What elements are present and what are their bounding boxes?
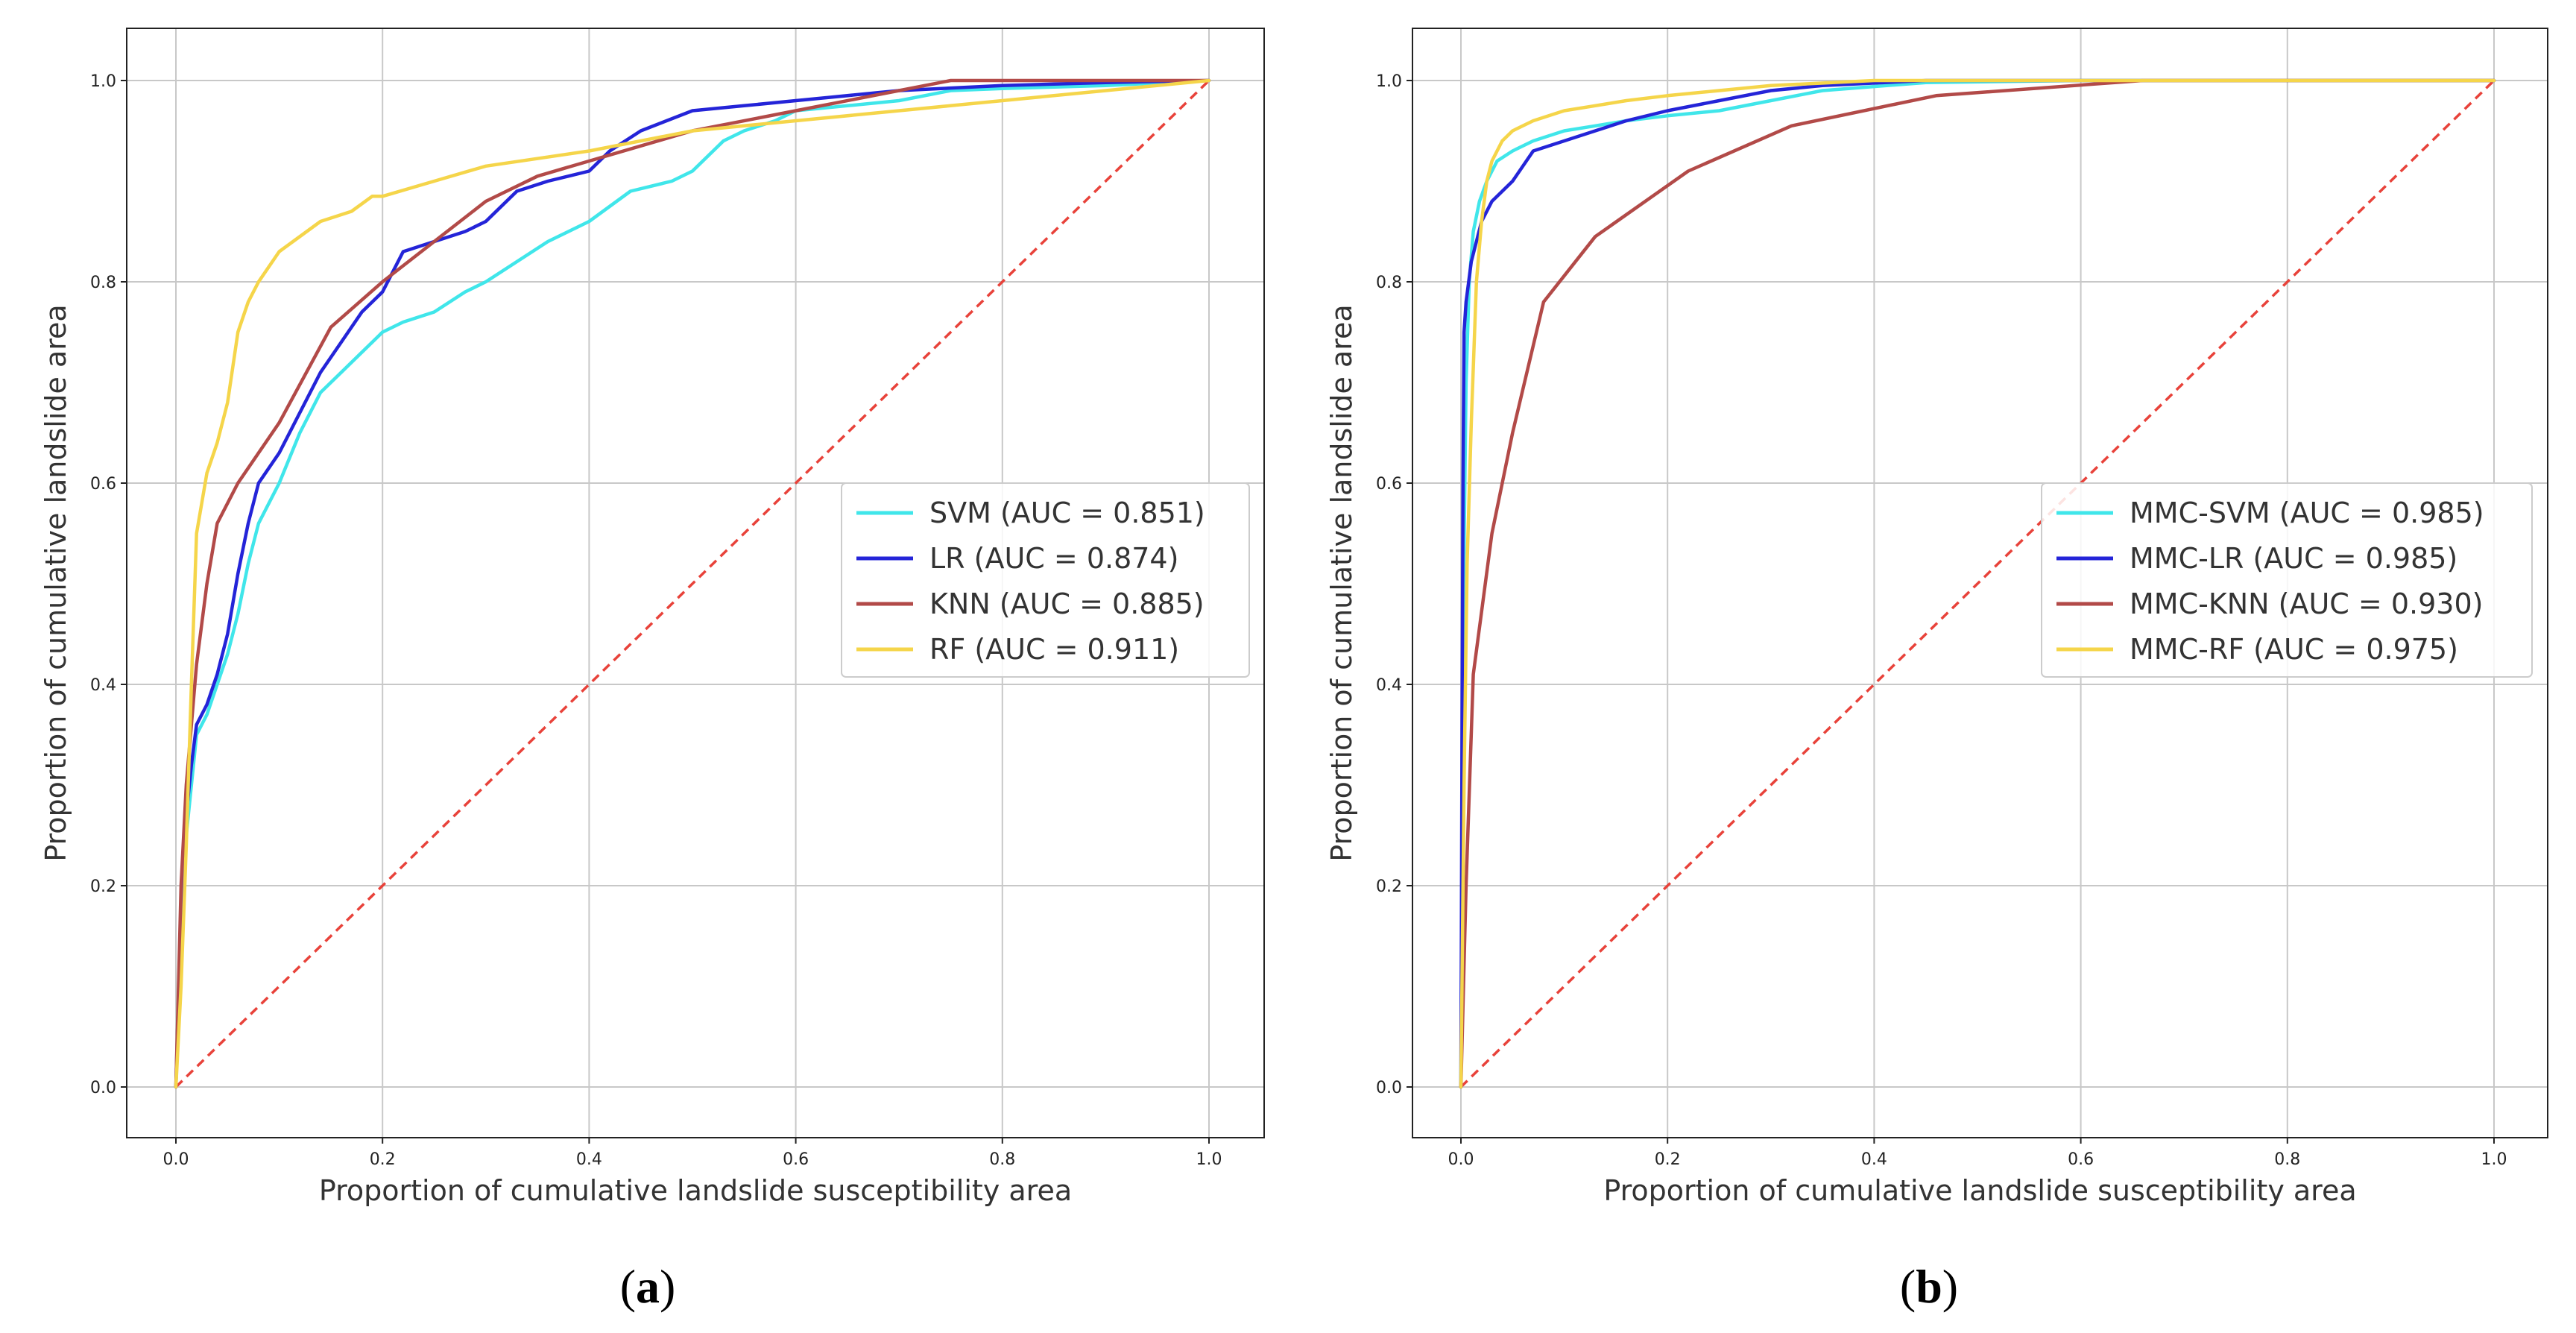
legend-box (841, 482, 1250, 678)
series-line-4 (1459, 78, 2496, 1089)
legend: SVM (AUC = 0.851) LR (AUC = 0.874) KNN (AU… (841, 482, 1250, 678)
diagonal-reference-line (174, 79, 1210, 1088)
series-line-2 (1459, 78, 2496, 1089)
y-axis-label: Proportion of cumulative landslide area (40, 304, 72, 861)
x-tick-label: 0.8 (2274, 1150, 2300, 1169)
x-axis-label: Proportion of cumulative landslide susce… (1603, 1174, 2356, 1207)
y-tick-label: 0.4 (1376, 676, 1402, 695)
x-tick-label: 0.6 (783, 1150, 809, 1169)
caption-a: (a) (620, 1260, 676, 1313)
x-tick-label: 0.4 (576, 1150, 602, 1169)
chart-panel-a: 0.0 0.2 0.4 0.6 0.8 1.0 0.0 0.2 0.4 0.6 0.8 1.0 Prop… (40, 28, 1265, 1207)
series-line-3 (1459, 78, 2496, 1089)
x-tick-label: 0.2 (1655, 1150, 1681, 1169)
x-tick-label: 1.0 (1196, 1150, 1222, 1169)
legend-label: LR (AUC = 0.874) (929, 542, 1178, 575)
x-tick-label: 0.8 (989, 1150, 1015, 1169)
x-tick-label: 0.4 (1861, 1150, 1887, 1169)
y-tick-label: 0.2 (90, 877, 116, 896)
legend-label: MMC-LR (AUC = 0.985) (2130, 542, 2457, 575)
legend-label: SVM (AUC = 0.851) (929, 497, 1205, 529)
legend-label: MMC-KNN (AUC = 0.930) (2130, 587, 2483, 620)
legend-label: MMC-RF (AUC = 0.975) (2130, 633, 2458, 666)
series-line-3 (174, 78, 1211, 1089)
x-tick-label: 0.6 (2068, 1150, 2094, 1169)
y-tick-label: 0.4 (90, 676, 116, 695)
y-tick-label: 0.2 (1376, 877, 1402, 896)
x-tick-label: 1.0 (2481, 1150, 2507, 1169)
y-tick-label: 0.6 (90, 475, 116, 494)
y-tick-label: 0.8 (90, 274, 116, 292)
series-line-4 (174, 78, 1211, 1089)
y-axis-label: Proportion of cumulative landslide area (1325, 304, 1358, 861)
plot-frame (1412, 28, 2548, 1138)
y-tick-label: 0.0 (1376, 1079, 1402, 1097)
diagonal-reference-line (1459, 79, 2496, 1088)
x-tick-label: 0.2 (370, 1150, 396, 1169)
legend-label: RF (AUC = 0.911) (929, 633, 1179, 666)
caption-b: (b) (1900, 1260, 1958, 1313)
x-tick-label: 0.0 (163, 1150, 189, 1169)
series-line-2 (174, 78, 1211, 1089)
y-tick-label: 1.0 (90, 72, 116, 91)
legend-label: MMC-SVM (AUC = 0.985) (2130, 497, 2484, 529)
y-tick-label: 1.0 (1376, 72, 1402, 91)
legend-box (2041, 482, 2533, 678)
legend-label: KNN (AUC = 0.885) (929, 587, 1205, 620)
chart-panel-b: 0.0 0.2 0.4 0.6 0.8 1.0 0.0 0.2 0.4 0.6 0.8 1.0 Prop… (1325, 28, 2548, 1207)
y-tick-label: 0.8 (1376, 274, 1402, 292)
y-tick-label: 0.0 (90, 1079, 116, 1097)
y-tick-label: 0.6 (1376, 475, 1402, 494)
legend: MMC-SVM (AUC = 0.985) MMC-LR (AUC = 0.985… (2041, 482, 2533, 678)
plot-frame (126, 28, 1265, 1138)
x-axis-label: Proportion of cumulative landslide susce… (319, 1174, 1072, 1207)
x-tick-label: 0.0 (1448, 1150, 1474, 1169)
